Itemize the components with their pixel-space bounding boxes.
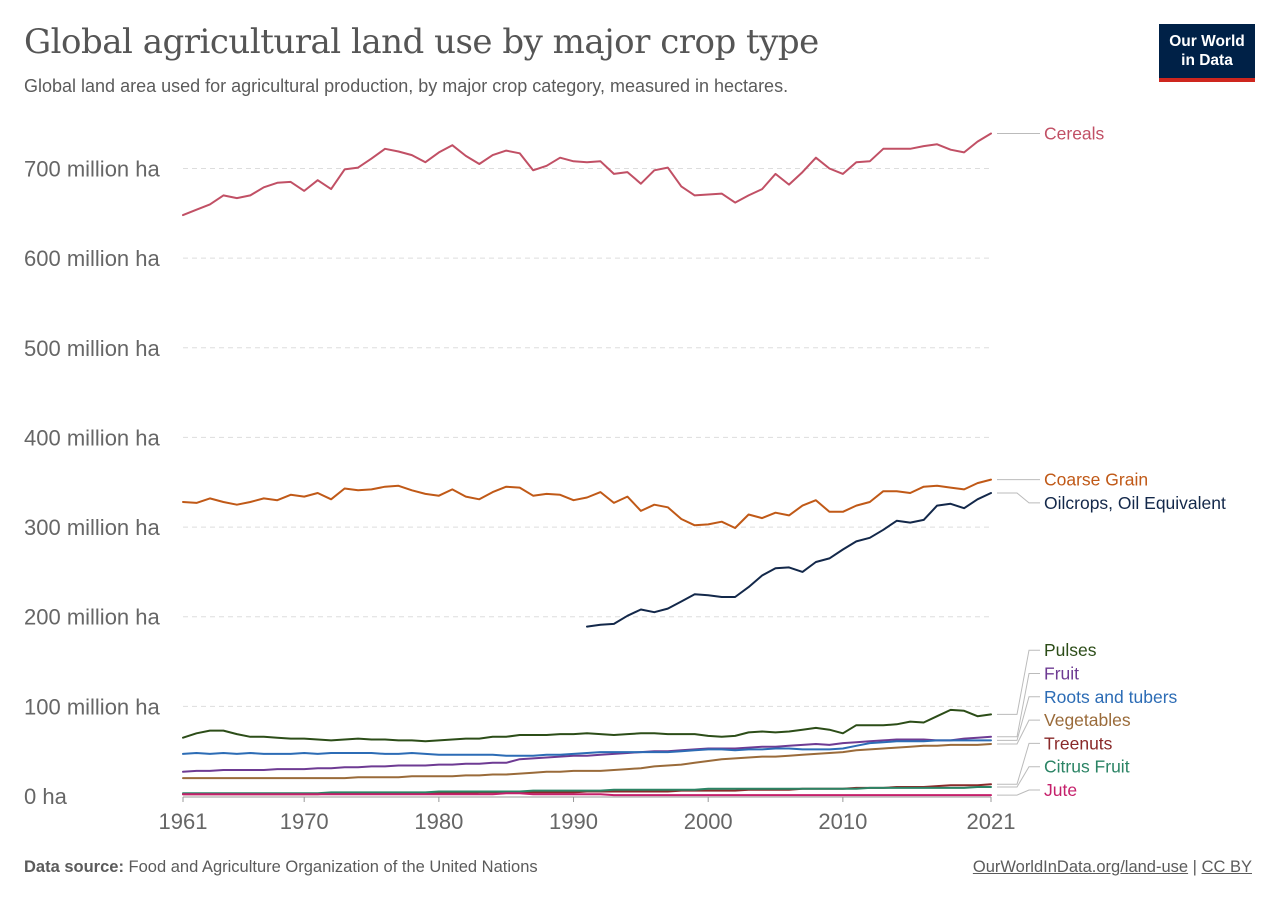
label-connector-vegetables <box>997 719 1040 745</box>
series-line-pulses <box>182 708 992 743</box>
series-label-vegetables: Vegetables <box>1044 710 1131 730</box>
series-line-roots-and-tubers <box>182 739 992 757</box>
series-line-coarse-grain <box>182 478 992 529</box>
x-tick-label: 1970 <box>280 809 329 834</box>
land-use-link[interactable]: OurWorldInData.org/land-use <box>972 858 1189 876</box>
series-label-pulses: Pulses <box>1044 640 1097 660</box>
x-tick-label: 2010 <box>818 809 867 834</box>
y-tick-label: 300 million ha <box>24 515 161 540</box>
label-connector-jute <box>997 789 1040 796</box>
data-source: Data source: Food and Agriculture Organi… <box>24 858 538 877</box>
owid-logo[interactable]: Our World in Data <box>1159 24 1255 82</box>
x-axis: 1961 1970 1980 1990 2000 2010 2021 <box>159 796 1016 834</box>
label-connector-roots-and-tubers <box>997 696 1040 741</box>
x-tick-label: 1961 <box>159 809 208 834</box>
data-source-label: Data source: <box>24 858 124 876</box>
series-label-jute: Jute <box>1044 780 1077 800</box>
series-line-jute <box>182 792 992 797</box>
series-labels: Cereals Coarse Grain Oilcrops, Oil Equival… <box>997 124 1226 800</box>
y-tick-label: 100 million ha <box>24 694 161 719</box>
series-label-cereals: Cereals <box>1044 124 1105 144</box>
label-connector-citrus-fruit <box>997 766 1040 788</box>
series-line-fruit <box>182 735 992 773</box>
series-label-coarse-grain: Coarse Grain <box>1044 470 1148 490</box>
y-tick-label: 0 ha <box>24 784 68 809</box>
series-label-roots-and-tubers: Roots and tubers <box>1044 687 1178 707</box>
license-link[interactable]: CC BY <box>1201 858 1252 876</box>
x-tick-label: 2000 <box>684 809 733 834</box>
y-tick-label: 200 million ha <box>24 605 161 630</box>
x-tick-label: 1980 <box>414 809 463 834</box>
y-tick-label: 600 million ha <box>24 246 161 271</box>
series-lines <box>182 132 992 797</box>
label-connector-oilcrops-oil-equivalent <box>997 492 1040 504</box>
series-line-vegetables <box>182 743 992 780</box>
y-tick-label: 400 million ha <box>24 425 161 450</box>
series-line-oilcrops-oil-equivalent <box>586 492 992 628</box>
data-source-text: Food and Agriculture Organization of the… <box>128 858 538 876</box>
series-label-oilcrops-oil-equivalent: Oilcrops, Oil Equivalent <box>1044 493 1226 513</box>
footer-links: OurWorldInData.org/land-use | CC BY <box>973 858 1252 877</box>
y-tick-label: 500 million ha <box>24 336 161 361</box>
series-label-citrus-fruit: Citrus Fruit <box>1044 757 1130 777</box>
label-connector-treenuts <box>997 742 1040 785</box>
chart-subtitle: Global land area used for agricultural p… <box>24 76 789 96</box>
series-label-fruit: Fruit <box>1044 664 1079 684</box>
series-line-cereals <box>182 132 992 217</box>
series-label-treenuts: Treenuts <box>1044 733 1113 753</box>
logo-line-2: in Data <box>1181 52 1233 69</box>
logo-line-1: Our World <box>1169 33 1245 50</box>
x-tick-label: 1990 <box>549 809 598 834</box>
y-tick-label: 700 million ha <box>24 157 161 182</box>
chart-title: Global agricultural land use by major cr… <box>24 22 819 62</box>
label-connector-pulses <box>997 649 1040 715</box>
label-connector-fruit <box>997 673 1040 738</box>
footer-separator: | <box>1192 858 1197 876</box>
x-tick-label: 2021 <box>967 809 1016 834</box>
y-axis-ticks: 0 ha 100 million ha 200 million ha 300 mill… <box>24 157 161 810</box>
